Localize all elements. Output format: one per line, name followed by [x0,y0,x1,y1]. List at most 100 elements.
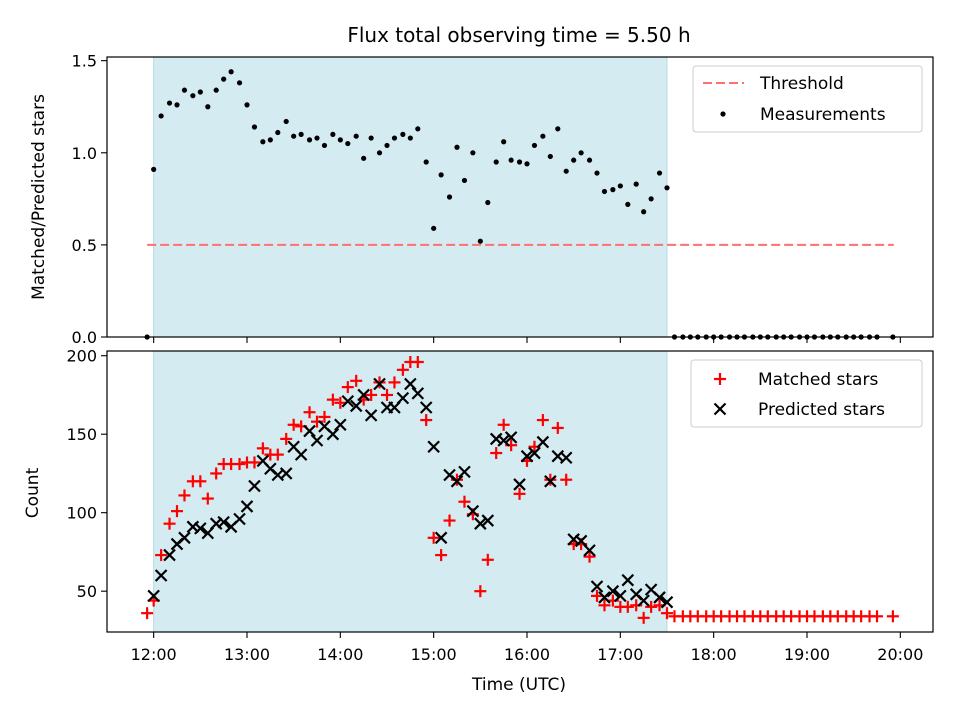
predicted-star-point [653,591,666,604]
predicted-star-point [364,409,378,422]
measurement-point [213,87,219,93]
bottom-legend-box [690,359,923,428]
measurement-point [151,166,157,172]
figure-title: Flux total observing time = 5.50 h [347,23,690,47]
legend-measurements-swatch [720,111,726,117]
legend-predicted-swatch [713,402,727,416]
top-observing-window [153,56,668,338]
top-y-ticks: 0.0 0.5 1.0 1.5 [72,52,107,347]
matched-star-point [661,607,673,620]
measurement-point [353,133,359,139]
measurement-point [431,225,437,231]
top-x-ticks [153,337,901,343]
predicted-star-point [590,580,604,593]
predicted-star-point [583,544,596,557]
predicted-star-point [373,377,386,391]
measurement-point [166,100,173,106]
matched-star-point [435,549,448,562]
matched-star-point [233,458,246,471]
legend-measurements-label: Measurements [760,105,886,125]
measurement-point [205,104,211,110]
measurement-point [633,181,639,187]
bottom-y-axis-label: Count [23,467,43,518]
predicted-star-point [536,435,550,449]
measurement-point [461,177,468,184]
matched-star-point [551,421,564,434]
bottom-x-tick-label: 15:00 [411,645,457,664]
bottom-x-tick-label: 14:00 [317,645,363,664]
measurement-point [174,102,180,108]
measurement-point [244,102,250,108]
measurement-point [384,142,390,149]
matched-star-point [598,599,611,612]
measurement-point [415,126,421,132]
measurement-point [423,159,429,165]
matched-star-point [621,600,634,613]
predicted-star-point [334,418,347,432]
matched-star-point [210,467,223,480]
measurement-point [438,172,444,178]
bottom-y-tick-label: 100 [66,504,97,523]
predicted-star-point [240,500,254,513]
predicted-star-point [411,387,425,400]
matched-star-point [474,585,487,598]
matched-star-point [560,473,573,486]
predicted-star-point [178,531,191,545]
matched-star-point [583,550,596,563]
predicted-star-point [217,515,230,529]
measurement-point [400,131,406,137]
measurement-point [501,139,507,145]
measurement-point [330,131,336,137]
matched-star-point [637,611,650,624]
measurement-point [337,137,343,143]
measurement-point [181,87,188,93]
predicted-star-point [163,548,176,562]
bottom-x-tick-label: 13:00 [224,645,270,664]
measurement-point [601,188,608,195]
measurement-point [228,69,234,75]
predicted-star-point [528,446,541,460]
bottom-axes-frame [106,350,934,633]
bottom-y-tick-label: 150 [66,425,97,444]
predicted-star-point [458,465,471,479]
top-panel: 0.0 0.5 1.0 1.5 Matched/Predicted stars Thr… [29,52,934,347]
predicted-star-point [279,467,293,480]
measurement-point [516,159,523,165]
measurement-point [563,168,569,174]
matched-star-point [458,495,471,508]
matched-star-point [326,393,339,406]
measurement-point [664,185,670,191]
measurement-point [571,157,577,163]
measurement-point [485,199,491,206]
matched-star-point [155,549,168,562]
measurement-point [656,170,663,176]
predicted-stars-series [147,377,674,609]
matched-star-point [334,396,347,409]
matched-star-point [513,487,526,500]
predicted-star-point [194,522,207,535]
matched-star-point [318,410,331,423]
matched-star-point [420,414,433,427]
matched-star-point [645,600,658,613]
matched-star-point [201,492,214,505]
matched-star-point [194,475,207,488]
measurement-point [391,135,398,141]
bottom-panel: 50 100 150 200 12:00 13:00 14:00 15:00 16:00 17:… [23,347,934,695]
legend-matched-marker [714,373,726,385]
measurement-point [531,142,538,149]
matched-star-point [443,514,456,527]
matched-star-point [381,388,393,401]
predicted-star-point [606,584,620,598]
matched-star-point [341,381,354,394]
matched-star-point [388,376,401,389]
predicted-star-point [154,569,168,582]
predicted-star-point [637,594,650,607]
predicted-star-point [450,475,464,488]
measurement-point [454,144,460,150]
predicted-star-point [520,449,534,463]
matched-star-point [248,456,261,469]
measurement-point [321,142,328,149]
predicted-star-point [544,475,557,488]
measurement-point [291,133,297,139]
